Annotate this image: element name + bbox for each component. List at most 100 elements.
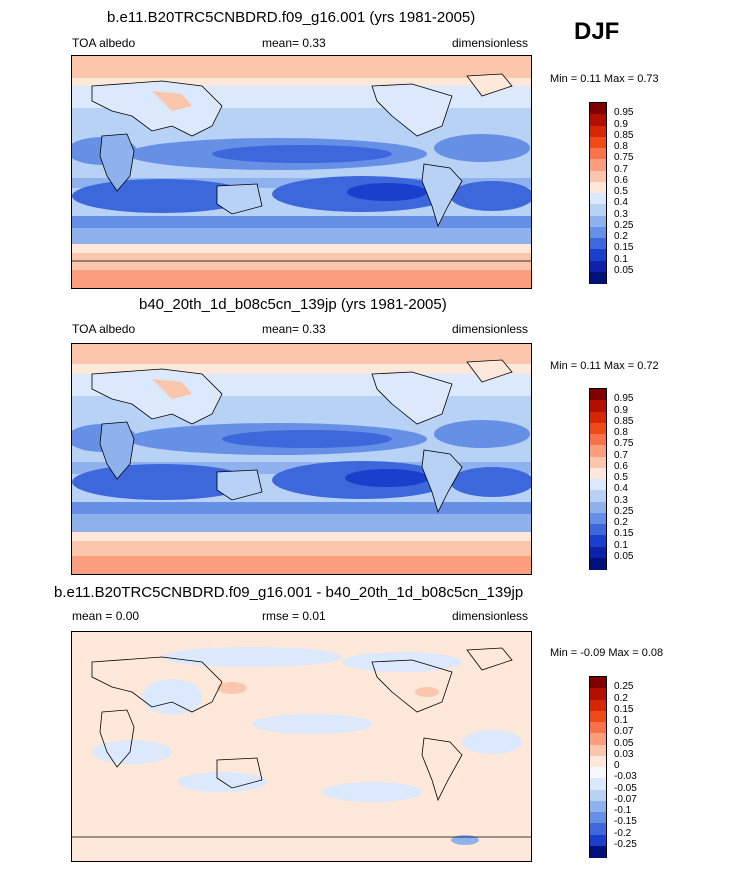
colorbar-swatch: [590, 434, 606, 446]
panel-3-units-label: dimensionless: [452, 609, 529, 623]
panel-1-units-label: dimensionless: [452, 36, 529, 50]
colorbar-swatch: [590, 249, 606, 261]
panel-2-units-label: dimensionless: [452, 322, 529, 336]
colorbar-tick-label: -0.05: [614, 782, 637, 794]
colorbar-swatch: [590, 710, 606, 723]
colorbar-swatch: [590, 800, 606, 813]
colorbar-tick-label: 0.03: [614, 748, 634, 760]
panel-2-map-field: [72, 344, 531, 574]
colorbar-tick-label: -0.25: [614, 838, 637, 850]
colorbar-swatch: [590, 389, 606, 401]
colorbar-swatch: [590, 557, 606, 570]
colorbar-swatch: [590, 422, 606, 435]
colorbar-swatch: [590, 226, 606, 239]
colorbar-swatch: [590, 512, 606, 525]
colorbar-swatch: [590, 204, 606, 216]
panel-3-rmse-label: rmse = 0.01: [262, 609, 326, 623]
panel-1-title: b.e11.B20TRC5CNBDRD.f09_g16.001 (yrs 198…: [107, 9, 476, 26]
colorbar-tick-label: 0.15: [614, 528, 634, 540]
colorbar-swatch: [590, 767, 606, 779]
panel-3-map: [71, 631, 532, 862]
colorbar-swatch: [590, 479, 606, 491]
colorbar-swatch: [590, 755, 606, 768]
colorbar-tick-label: -0.07: [614, 793, 637, 805]
colorbar-tick-label: 0.6: [614, 460, 628, 472]
colorbar-swatch: [590, 699, 606, 712]
colorbar-tick-label: 0.8: [614, 141, 628, 152]
colorbar-swatch: [590, 834, 606, 847]
colorbar-tick-label: 0.05: [614, 550, 634, 562]
colorbar-tick-label: 0.25: [614, 219, 634, 231]
colorbar-tick-label: -0.15: [614, 816, 637, 828]
colorbar-tick-label: 0.1: [614, 253, 628, 265]
colorbar-swatch: [590, 524, 606, 536]
colorbar-swatch: [590, 260, 606, 273]
colorbar-swatch: [590, 722, 606, 734]
colorbar-swatch: [590, 535, 606, 547]
colorbar-swatch: [590, 170, 606, 183]
colorbar-swatch: [590, 467, 606, 480]
panel-1-colorbar: [589, 102, 607, 284]
colorbar-swatch: [590, 778, 606, 790]
colorbar-swatch: [590, 159, 606, 171]
panel-2-variable-label: TOA albedo: [72, 322, 136, 336]
colorbar-tick-label: 0.4: [614, 197, 628, 209]
panel-1-minmax: Min = 0.11 Max = 0.73: [550, 73, 659, 85]
panel-1-map: [71, 55, 532, 289]
colorbar-swatch: [590, 845, 606, 858]
colorbar-tick-label: 0.7: [614, 449, 628, 461]
panel-2-title: b40_20th_1d_b08c5cn_139jp (yrs 1981-2005…: [139, 296, 447, 313]
colorbar-swatch: [590, 812, 606, 824]
colorbar-swatch: [590, 136, 606, 149]
panel-1-variable-label: TOA albedo: [72, 36, 136, 50]
colorbar-swatch: [590, 238, 606, 250]
colorbar-tick-label: 0.25: [614, 681, 634, 693]
colorbar-tick-label: -0.03: [614, 771, 637, 783]
colorbar-swatch: [590, 688, 606, 700]
colorbar-swatch: [590, 193, 606, 205]
colorbar-tick-label: 0.8: [614, 427, 628, 438]
colorbar-tick-label: 0.2: [614, 517, 628, 528]
colorbar-swatch: [590, 148, 606, 160]
season-label: DJF: [574, 18, 620, 45]
panel-2-mean-label: mean= 0.33: [262, 322, 326, 336]
panel-2-colorbar: [589, 388, 607, 570]
colorbar-swatch: [590, 114, 606, 126]
colorbar-tick-label: 0.3: [614, 494, 628, 506]
colorbar-tick-label: 0.5: [614, 472, 628, 483]
colorbar-tick-label: 0.2: [614, 231, 628, 242]
colorbar-swatch: [590, 103, 606, 115]
colorbar-swatch: [590, 271, 606, 284]
colorbar-tick-label: 0.9: [614, 404, 628, 416]
colorbar-swatch: [590, 744, 606, 757]
colorbar-tick-label: 0.1: [614, 539, 628, 551]
colorbar-tick-label: 0.25: [614, 505, 634, 517]
colorbar-tick-label: 0.7: [614, 163, 628, 175]
colorbar-tick-label: 0.05: [614, 264, 634, 276]
colorbar-tick-label: 0.6: [614, 174, 628, 186]
panel-2-map: [71, 343, 532, 575]
panel-1-map-field: [72, 56, 531, 288]
colorbar-swatch: [590, 411, 606, 424]
colorbar-tick-label: 0.07: [614, 726, 634, 738]
colorbar-swatch: [590, 490, 606, 502]
colorbar-tick-label: 0.4: [614, 483, 628, 495]
colorbar-tick-label: 0.5: [614, 186, 628, 197]
colorbar-swatch: [590, 456, 606, 469]
colorbar-swatch: [590, 733, 606, 745]
panel-3-colorbar: [589, 676, 607, 858]
colorbar-tick-label: 0.85: [614, 415, 634, 427]
colorbar-swatch: [590, 400, 606, 412]
colorbar-tick-label: 0.3: [614, 208, 628, 220]
colorbar-tick-label: 0.15: [614, 703, 634, 715]
colorbar-swatch: [590, 181, 606, 194]
colorbar-tick-label: 0.1: [614, 715, 628, 726]
panel-3-map-field: [72, 632, 531, 861]
colorbar-tick-label: 0.85: [614, 129, 634, 141]
colorbar-swatch: [590, 125, 606, 138]
colorbar-swatch: [590, 215, 606, 228]
colorbar-tick-label: 0.75: [614, 438, 634, 450]
colorbar-swatch: [590, 546, 606, 559]
colorbar-tick-label: 0.15: [614, 242, 634, 254]
colorbar-tick-label: -0.1: [614, 805, 632, 816]
